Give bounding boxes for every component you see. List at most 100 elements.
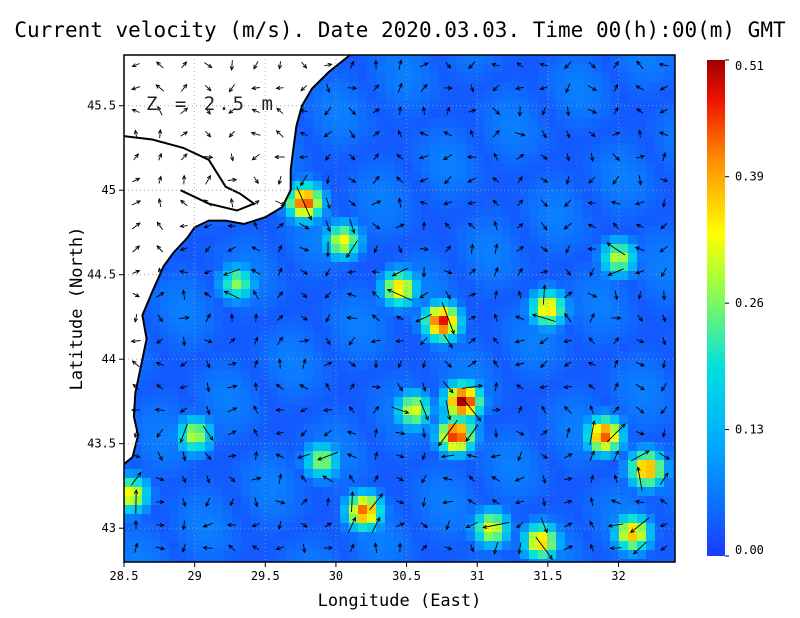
- speed-cell: [403, 280, 413, 290]
- velocity-arrow: [325, 382, 331, 391]
- speed-cell: [466, 172, 476, 182]
- velocity-arrow: [564, 61, 572, 70]
- speed-cell: [412, 541, 422, 551]
- arrow-shaft: [277, 291, 283, 299]
- speed-cell: [430, 523, 440, 533]
- speed-cell: [457, 343, 467, 353]
- speed-cell: [493, 154, 503, 164]
- speed-cell: [403, 298, 413, 308]
- speed-cell: [367, 217, 377, 227]
- velocity-arrow: [517, 290, 523, 299]
- speed-cell: [169, 379, 179, 389]
- speed-cell: [277, 550, 287, 560]
- arrow-head: [397, 105, 403, 111]
- speed-cell: [286, 226, 296, 236]
- arrow-shaft: [223, 268, 241, 276]
- velocity-arrow: [179, 315, 190, 320]
- speed-cell: [628, 415, 638, 425]
- velocity-arrow: [564, 499, 573, 505]
- speed-cell: [439, 55, 449, 65]
- speed-cell: [538, 379, 548, 389]
- speed-cell: [421, 451, 431, 461]
- speed-cell: [223, 415, 233, 425]
- arrow-head: [564, 312, 569, 318]
- speed-cell: [502, 298, 512, 308]
- speed-cell: [601, 91, 611, 101]
- speed-cell: [583, 262, 593, 272]
- arrow-head: [542, 133, 547, 139]
- speed-cell: [574, 442, 584, 452]
- arrow-shaft: [515, 132, 525, 136]
- velocity-arrow: [492, 337, 499, 345]
- speed-cell: [475, 406, 485, 416]
- arrow-shaft: [302, 543, 306, 553]
- speed-cell: [250, 226, 260, 236]
- arrow-shaft: [468, 109, 476, 113]
- speed-cell: [664, 262, 674, 272]
- arrow-head: [228, 544, 233, 550]
- speed-cell: [592, 424, 602, 434]
- grid-lines: [124, 55, 675, 562]
- speed-cell: [628, 136, 638, 146]
- speed-cell: [619, 181, 629, 191]
- speed-cell: [475, 469, 485, 479]
- speed-cell: [529, 118, 539, 128]
- velocity-arrow: [251, 108, 260, 114]
- arrow-head: [540, 363, 545, 369]
- speed-cell: [250, 334, 260, 344]
- arrow-head: [567, 499, 573, 505]
- speed-cell: [223, 397, 233, 407]
- speed-cell: [403, 253, 413, 263]
- speed-cell: [268, 541, 278, 551]
- speed-cell: [304, 424, 314, 434]
- arrow-head: [495, 129, 500, 135]
- velocity-arrow: [515, 384, 524, 390]
- speed-cell: [376, 325, 386, 335]
- speed-cell: [214, 217, 224, 227]
- speed-cell: [160, 514, 170, 524]
- speed-cell: [376, 415, 386, 425]
- speed-cell: [385, 379, 395, 389]
- speed-cell: [583, 235, 593, 245]
- speed-cell: [610, 532, 620, 542]
- arrow-shaft: [228, 430, 236, 436]
- arrow-head: [135, 245, 141, 250]
- speed-cell: [511, 91, 521, 101]
- arrow-shaft: [517, 176, 523, 184]
- speed-cell: [655, 316, 665, 326]
- velocity-arrow: [442, 381, 454, 394]
- speed-cell: [502, 163, 512, 173]
- speed-cell: [268, 280, 278, 290]
- velocity-arrow: [181, 520, 187, 531]
- speed-cell: [466, 406, 476, 416]
- arrow-head: [543, 178, 549, 183]
- speed-cell: [457, 163, 467, 173]
- speed-cell: [331, 208, 341, 218]
- velocity-arrow: [614, 359, 619, 368]
- speed-cell: [511, 235, 521, 245]
- speed-cell: [448, 262, 458, 272]
- speed-cell: [646, 154, 656, 164]
- speed-cell: [322, 136, 332, 146]
- speed-cell: [160, 271, 170, 281]
- arrow-head: [253, 428, 258, 434]
- velocity-arrow: [564, 199, 572, 208]
- arrow-head: [182, 83, 188, 89]
- speed-cell: [520, 388, 530, 398]
- speed-cell: [331, 406, 341, 416]
- velocity-arrow: [229, 337, 236, 344]
- speed-cell: [268, 451, 278, 461]
- speed-cell: [385, 226, 395, 236]
- speed-cell: [565, 334, 575, 344]
- speed-cell: [349, 325, 359, 335]
- arrow-head: [206, 410, 211, 416]
- speed-cell: [547, 181, 557, 191]
- velocity-arrow: [227, 384, 238, 389]
- speed-cell: [340, 379, 350, 389]
- arrow-shaft: [276, 453, 284, 459]
- velocity-arrow: [465, 522, 478, 529]
- speed-cell: [187, 532, 197, 542]
- speed-cell: [664, 334, 674, 344]
- speed-cell: [232, 532, 242, 542]
- speed-cell: [484, 370, 494, 380]
